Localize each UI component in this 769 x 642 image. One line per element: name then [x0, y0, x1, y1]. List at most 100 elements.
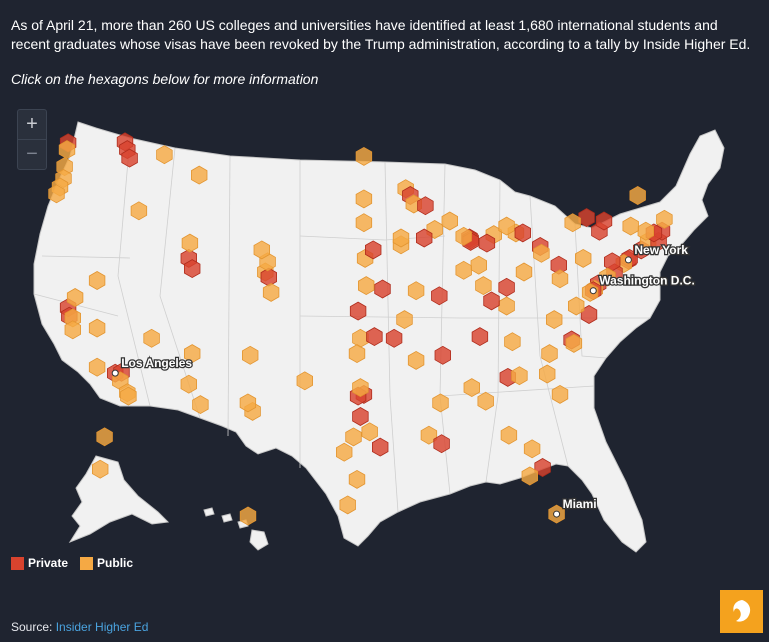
public-institution-hexagon[interactable]: [92, 459, 109, 479]
public-institution-hexagon[interactable]: [575, 248, 592, 268]
public-institution-hexagon[interactable]: [239, 506, 257, 526]
public-institution-hexagon[interactable]: [470, 255, 488, 275]
private-institution-hexagon[interactable]: [433, 434, 450, 454]
private-institution-hexagon[interactable]: [471, 327, 489, 347]
public-institution-hexagon[interactable]: [515, 262, 533, 282]
private-institution-hexagon[interactable]: [183, 259, 201, 279]
private-institution-hexagon[interactable]: [483, 291, 500, 311]
public-institution-hexagon[interactable]: [551, 269, 569, 289]
public-institution-hexagon[interactable]: [656, 209, 673, 229]
public-institution-hexagon[interactable]: [88, 271, 106, 290]
private-institution-hexagon[interactable]: [514, 223, 531, 243]
private-institution-hexagon[interactable]: [434, 345, 452, 365]
private-institution-hexagon[interactable]: [366, 327, 383, 347]
public-institution-hexagon[interactable]: [355, 189, 373, 209]
private-institution-hexagon[interactable]: [578, 208, 595, 228]
public-institution-hexagon[interactable]: [533, 243, 550, 263]
public-institution-hexagon[interactable]: [396, 310, 413, 330]
public-institution-hexagon[interactable]: [352, 328, 369, 348]
public-institution-hexagon[interactable]: [498, 296, 515, 316]
public-institution-hexagon[interactable]: [183, 344, 201, 364]
public-institution-hexagon[interactable]: [130, 201, 148, 221]
private-institution-hexagon[interactable]: [498, 277, 515, 297]
private-institution-hexagon[interactable]: [352, 407, 369, 426]
private-institution-hexagon[interactable]: [349, 301, 367, 321]
zoom-out-button[interactable]: −: [18, 139, 46, 169]
public-institution-hexagon[interactable]: [568, 296, 585, 316]
public-institution-hexagon[interactable]: [96, 427, 113, 447]
private-institution-hexagon[interactable]: [604, 252, 621, 272]
public-institution-hexagon[interactable]: [521, 466, 538, 486]
public-institution-hexagon[interactable]: [463, 378, 481, 398]
private-institution-hexagon[interactable]: [417, 196, 434, 216]
public-institution-hexagon[interactable]: [407, 350, 425, 370]
public-institution-hexagon[interactable]: [541, 344, 558, 364]
public-institution-hexagon[interactable]: [181, 233, 199, 253]
public-institution-hexagon[interactable]: [498, 216, 515, 236]
public-institution-hexagon[interactable]: [48, 184, 65, 204]
public-institution-hexagon[interactable]: [455, 260, 472, 280]
public-institution-hexagon[interactable]: [564, 213, 581, 233]
public-institution-hexagon[interactable]: [253, 240, 271, 260]
public-institution-hexagon[interactable]: [432, 393, 449, 413]
private-institution-hexagon[interactable]: [260, 267, 278, 287]
us-map[interactable]: New York Washington D.C. Los Angeles Miami: [0, 96, 769, 596]
public-institution-hexagon[interactable]: [352, 378, 369, 398]
public-institution-hexagon[interactable]: [156, 145, 173, 165]
public-institution-hexagon[interactable]: [348, 344, 366, 364]
public-institution-hexagon[interactable]: [143, 328, 160, 348]
public-institution-hexagon[interactable]: [339, 495, 356, 515]
public-institution-hexagon[interactable]: [637, 221, 654, 241]
public-institution-hexagon[interactable]: [241, 345, 259, 365]
public-institution-hexagon[interactable]: [296, 371, 314, 391]
source-link[interactable]: Insider Higher Ed: [55, 620, 149, 634]
public-institution-hexagon[interactable]: [477, 391, 494, 411]
public-institution-hexagon[interactable]: [475, 276, 492, 296]
private-institution-hexagon[interactable]: [478, 233, 496, 253]
public-institution-hexagon[interactable]: [357, 276, 375, 296]
public-institution-hexagon[interactable]: [504, 332, 521, 352]
private-institution-hexagon[interactable]: [364, 240, 382, 260]
public-institution-hexagon[interactable]: [629, 186, 646, 205]
private-institution-hexagon[interactable]: [595, 211, 613, 231]
public-institution-hexagon[interactable]: [190, 165, 208, 185]
public-institution-hexagon[interactable]: [64, 308, 81, 328]
private-institution-hexagon[interactable]: [121, 148, 138, 168]
public-institution-hexagon[interactable]: [523, 439, 541, 459]
public-institution-hexagon[interactable]: [511, 366, 528, 386]
public-institution-hexagon[interactable]: [407, 281, 425, 301]
public-institution-hexagon[interactable]: [262, 282, 280, 302]
public-institution-hexagon[interactable]: [192, 395, 209, 415]
public-institution-hexagon[interactable]: [355, 213, 373, 233]
public-institution-hexagon[interactable]: [565, 333, 583, 353]
public-institution-hexagon[interactable]: [392, 228, 410, 248]
public-institution-hexagon[interactable]: [88, 357, 106, 377]
public-institution-hexagon[interactable]: [348, 469, 366, 489]
private-institution-hexagon[interactable]: [371, 437, 389, 457]
public-institution-hexagon[interactable]: [539, 364, 556, 384]
private-institution-hexagon[interactable]: [374, 279, 391, 299]
private-institution-hexagon[interactable]: [580, 305, 598, 324]
private-institution-hexagon[interactable]: [385, 328, 403, 348]
private-institution-hexagon[interactable]: [550, 255, 567, 275]
public-institution-hexagon[interactable]: [361, 422, 378, 442]
public-institution-hexagon[interactable]: [88, 318, 106, 338]
public-institution-hexagon[interactable]: [335, 442, 353, 462]
public-institution-hexagon[interactable]: [66, 288, 84, 307]
al-jazeera-logo[interactable]: [720, 590, 763, 633]
public-institution-hexagon[interactable]: [455, 226, 472, 246]
public-institution-hexagon[interactable]: [622, 216, 639, 236]
public-institution-hexagon[interactable]: [546, 310, 563, 330]
public-institution-hexagon[interactable]: [441, 211, 459, 231]
public-institution-hexagon[interactable]: [345, 427, 362, 447]
public-institution-hexagon[interactable]: [120, 386, 137, 406]
public-institution-hexagon[interactable]: [355, 146, 373, 166]
hexagon-layer[interactable]: [48, 132, 673, 526]
public-institution-hexagon[interactable]: [64, 320, 81, 340]
public-institution-hexagon[interactable]: [180, 374, 198, 394]
public-institution-hexagon[interactable]: [551, 384, 569, 404]
public-institution-hexagon[interactable]: [500, 425, 518, 445]
public-institution-hexagon[interactable]: [239, 393, 257, 413]
public-institution-hexagon[interactable]: [58, 140, 76, 160]
private-institution-hexagon[interactable]: [431, 286, 448, 306]
